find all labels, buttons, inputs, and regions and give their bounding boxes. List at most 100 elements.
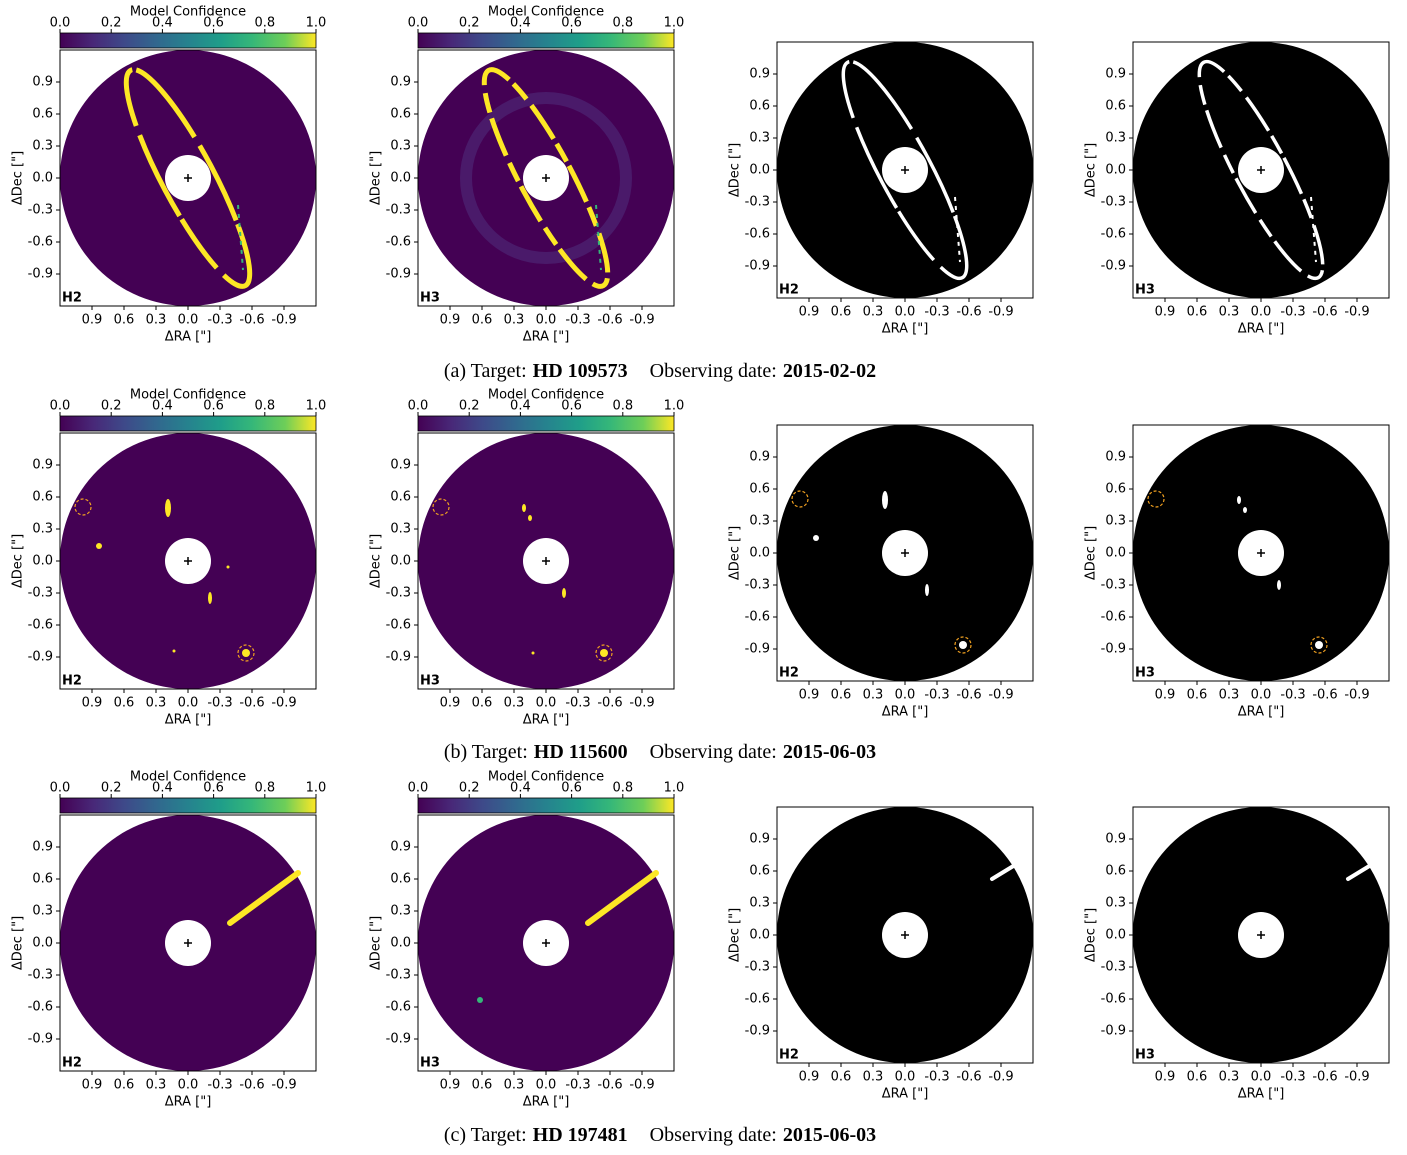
- panel: H3: [418, 50, 674, 306]
- y-tick-label: 0.9: [1105, 67, 1126, 82]
- blob: [522, 504, 526, 512]
- x-tick-label: 0.6: [114, 696, 135, 711]
- y-tick-label: 0.3: [390, 904, 411, 919]
- x-tick-label: 0.0: [1251, 305, 1272, 320]
- x-axis-label: ΔRA ["]: [523, 1095, 570, 1110]
- colorbar-label: Model Confidence: [488, 5, 604, 20]
- y-tick-label: 0.6: [32, 490, 53, 505]
- panel-label: H3: [420, 291, 440, 306]
- y-tick-label: 0.9: [32, 75, 53, 90]
- panel-label: H3: [1135, 666, 1155, 681]
- x-tick-label: 0.6: [831, 688, 852, 703]
- y-tick-label: 0.0: [390, 936, 411, 951]
- x-tick-label: 0.9: [440, 1078, 461, 1093]
- y-tick-label: -0.9: [1101, 1024, 1126, 1039]
- y-tick-label: -0.6: [1101, 992, 1126, 1007]
- y-tick-label: 0.9: [749, 450, 770, 465]
- colorbar-tick-label: 0.2: [459, 16, 480, 31]
- colorbar-tick-label: 0.0: [50, 399, 71, 414]
- x-tick-label: -0.9: [988, 688, 1013, 703]
- y-tick-label: 0.3: [749, 514, 770, 529]
- x-tick-label: 0.0: [178, 313, 199, 328]
- y-tick-label: -0.9: [386, 650, 411, 665]
- x-tick-label: -0.3: [1280, 688, 1305, 703]
- colorbar-tick-label: 0.6: [203, 781, 224, 796]
- x-axis-label: ΔRA ["]: [165, 713, 212, 728]
- colorbar-tick-label: 0.6: [561, 399, 582, 414]
- x-axis-label: ΔRA ["]: [165, 330, 212, 345]
- y-tick-label: -0.3: [386, 586, 411, 601]
- caption-date-label: Observing date:: [650, 360, 777, 382]
- colorbar-tick-label: 0.8: [612, 16, 633, 31]
- x-tick-label: -0.9: [629, 1078, 654, 1093]
- x-tick-label: 0.3: [504, 696, 525, 711]
- blob: [925, 584, 929, 596]
- y-tick-label: 0.0: [32, 171, 53, 186]
- y-tick-label: -0.9: [28, 267, 53, 282]
- panel: H2: [60, 815, 316, 1071]
- colorbar-tick-label: 0.4: [510, 16, 531, 31]
- y-tick-label: -0.6: [745, 227, 770, 242]
- colorbar-tick-label: 0.2: [459, 399, 480, 414]
- colorbar: [418, 416, 674, 431]
- caption-target: HD 115600: [534, 741, 628, 763]
- x-tick-label: -0.6: [239, 313, 264, 328]
- colorbar-tick-label: 1.0: [306, 781, 327, 796]
- y-axis-label: ΔDec ["]: [1084, 526, 1099, 580]
- x-tick-label: 0.6: [472, 696, 493, 711]
- x-tick-label: 0.0: [536, 313, 557, 328]
- y-tick-label: -0.3: [28, 203, 53, 218]
- x-tick-label: 0.3: [1219, 305, 1240, 320]
- y-tick-label: 0.6: [749, 864, 770, 879]
- x-axis-label: ΔRA ["]: [882, 322, 929, 337]
- x-tick-label: 0.0: [536, 696, 557, 711]
- caption: (c) Target:HD 197481Observing date:2015-…: [444, 1124, 876, 1146]
- panel-label: H2: [779, 1048, 799, 1063]
- y-tick-label: 0.9: [390, 458, 411, 473]
- x-tick-label: 0.6: [114, 1078, 135, 1093]
- x-tick-label: 0.9: [1155, 688, 1176, 703]
- y-tick-label: 0.6: [32, 107, 53, 122]
- x-tick-label: 0.3: [1219, 1070, 1240, 1085]
- companion: [600, 649, 608, 657]
- blob: [1243, 507, 1247, 513]
- x-tick-label: 0.3: [863, 1070, 884, 1085]
- blob: [1277, 580, 1281, 590]
- y-tick-label: -0.3: [745, 578, 770, 593]
- x-tick-label: -0.6: [956, 1070, 981, 1085]
- colorbar-tick-label: 0.2: [101, 16, 122, 31]
- y-tick-label: 0.0: [390, 554, 411, 569]
- colorbar-tick-label: 0.0: [50, 16, 71, 31]
- colorbar-tick-label: 0.4: [510, 781, 531, 796]
- x-tick-label: 0.0: [536, 1078, 557, 1093]
- colorbar-tick-label: 0.8: [254, 399, 275, 414]
- caption-prefix: (c) Target:: [444, 1124, 527, 1146]
- y-tick-label: 0.6: [32, 872, 53, 887]
- x-axis-label: ΔRA ["]: [165, 1095, 212, 1110]
- y-axis-label: ΔDec ["]: [369, 916, 384, 970]
- y-axis-label: ΔDec ["]: [369, 151, 384, 205]
- panel: H2: [777, 42, 1033, 298]
- colorbar-tick-label: 0.6: [203, 16, 224, 31]
- colorbar-label: Model Confidence: [130, 388, 246, 403]
- x-tick-label: 0.9: [82, 1078, 103, 1093]
- x-tick-label: 0.6: [472, 1078, 493, 1093]
- companion: [242, 649, 250, 657]
- x-tick-label: -0.6: [1312, 305, 1337, 320]
- y-tick-label: 0.3: [749, 131, 770, 146]
- y-tick-label: -0.3: [28, 586, 53, 601]
- colorbar-tick-label: 1.0: [306, 399, 327, 414]
- caption-date-label: Observing date:: [650, 741, 777, 763]
- x-tick-label: 0.9: [799, 1070, 820, 1085]
- y-tick-label: 0.3: [390, 522, 411, 537]
- blob: [882, 491, 888, 509]
- colorbar-tick-label: 1.0: [664, 399, 685, 414]
- y-tick-label: 0.0: [1105, 546, 1126, 561]
- y-tick-label: 0.3: [749, 896, 770, 911]
- blob: [532, 652, 535, 655]
- caption-prefix: (b) Target:: [444, 741, 528, 763]
- colorbar-tick-label: 0.0: [408, 16, 429, 31]
- panel-label: H3: [1135, 283, 1155, 298]
